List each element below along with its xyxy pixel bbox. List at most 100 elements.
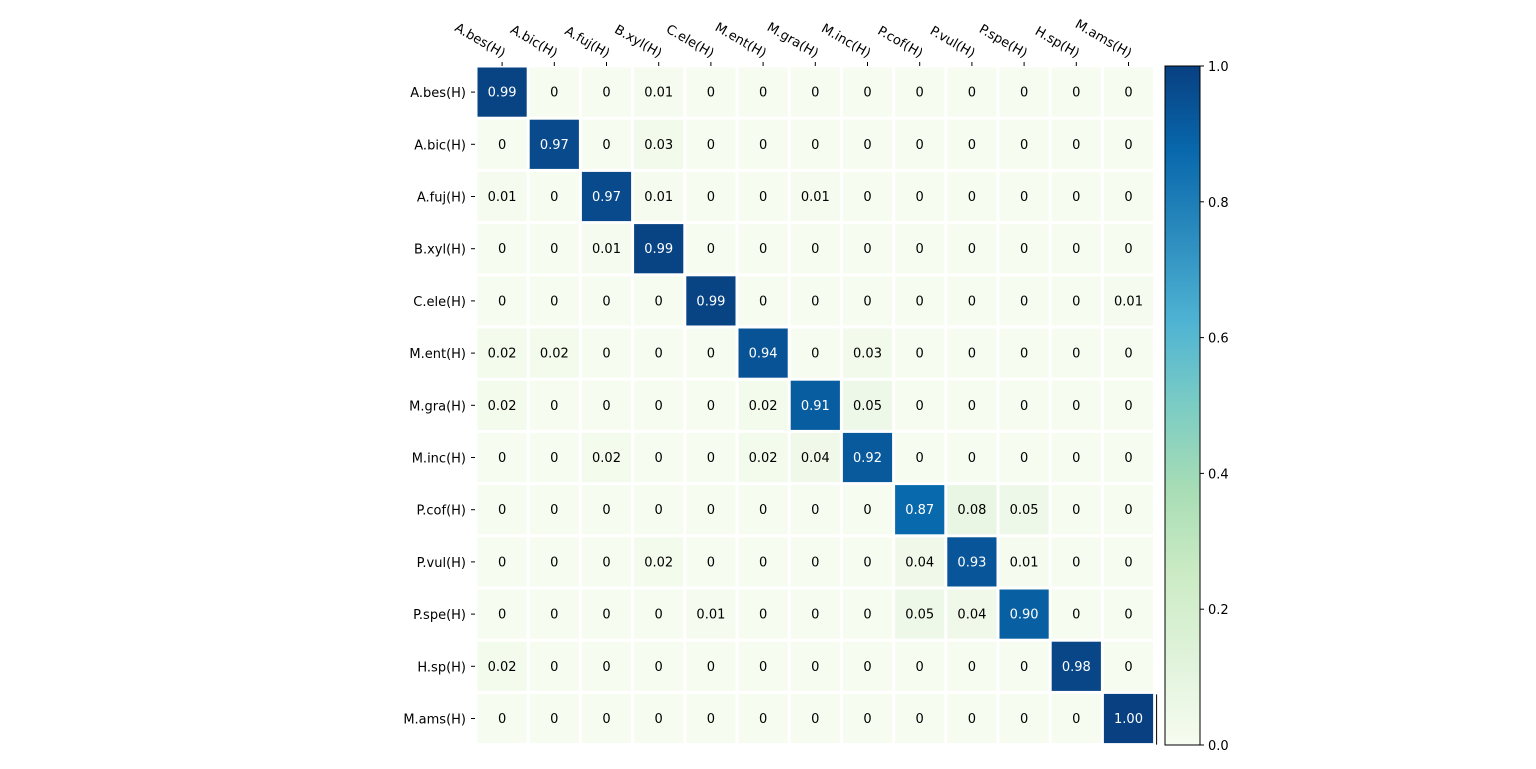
cell-value-label: 0 (1072, 347, 1080, 362)
cell-value-label: 0.01 (488, 190, 517, 205)
cell-value-label: 0 (655, 294, 663, 309)
heatmap-cell (477, 485, 527, 535)
x-axis: A.bes(H) A.bic(H) A.fuj(H) B.xyl(H) C.ele(H)… (452, 17, 1134, 66)
heatmap-cell (738, 589, 788, 639)
heatmap-cell (686, 119, 736, 169)
cell-value-label: 0 (707, 660, 715, 675)
cell-value-label: 0 (1072, 555, 1080, 570)
cell-value-label: 0.05 (905, 608, 934, 623)
cell-value-label: 0 (1124, 451, 1132, 466)
heatmap-cell (947, 224, 997, 274)
x-tick-label: A.fuj(H) (562, 24, 612, 62)
heatmap-cell (581, 589, 632, 639)
heatmap-cell (895, 276, 945, 326)
cell-value-label: 0 (707, 555, 715, 570)
cell-value-label: 0 (1020, 399, 1028, 414)
cell-value-label: 0.99 (488, 86, 517, 101)
heatmap-cell (999, 641, 1049, 691)
heatmap-cell (738, 485, 788, 535)
y-tick-label: M.ams(H) (403, 713, 466, 728)
cell-value-label: 0.02 (488, 347, 517, 362)
heatmap-cell (529, 432, 579, 483)
heatmap-cell (1051, 485, 1101, 535)
cell-value-label: 0.01 (1114, 294, 1143, 309)
cell-value-label: 0 (863, 660, 871, 675)
cell-value-label: 0 (863, 86, 871, 101)
cell-value-label: 0 (707, 86, 715, 101)
heatmap-cell (842, 589, 893, 639)
heatmap-cell (477, 119, 527, 169)
cell-value-label: 0 (863, 503, 871, 518)
heatmap-cell (1103, 432, 1154, 483)
heatmap-cell (790, 119, 840, 169)
heatmap-cell (634, 171, 684, 222)
heatmap-cell (581, 224, 632, 274)
cell-value-label: 0 (655, 399, 663, 414)
cell-value-label: 0.02 (749, 451, 778, 466)
cell-value-label: 0 (550, 555, 558, 570)
cell-value-label: 0 (602, 86, 610, 101)
cell-value-label: 0 (1020, 347, 1028, 362)
x-tick-label: M.gra(H) (764, 20, 821, 61)
cell-value-label: 0 (707, 347, 715, 362)
heatmap-cell (477, 276, 527, 326)
cell-value-label: 0 (602, 555, 610, 570)
heatmap-cell (842, 432, 893, 483)
cell-value-label: 0 (811, 503, 819, 518)
cell-value-label: 0 (602, 503, 610, 518)
cell-value-label: 0 (550, 242, 558, 257)
heatmap-cell (634, 641, 684, 691)
heatmap-cell (529, 641, 579, 691)
heatmap-cell (738, 328, 788, 378)
heatmap-cell (686, 485, 736, 535)
cell-value-label: 0 (550, 190, 558, 205)
cell-value-label: 0 (1020, 242, 1028, 257)
cell-value-label: 0 (1124, 399, 1132, 414)
cell-value-label: 0 (811, 712, 819, 727)
cell-value-label: 0 (498, 451, 506, 466)
cell-value-label: 0 (707, 138, 715, 153)
heatmap-cell (738, 119, 788, 169)
cell-value-label: 0 (655, 608, 663, 623)
heatmap-cell (790, 380, 840, 430)
cell-value-label: 0 (602, 294, 610, 309)
cell-value-label: 0 (916, 86, 924, 101)
cell-value-label: 0 (863, 190, 871, 205)
heatmap-cell (790, 276, 840, 326)
cell-value-label: 0 (707, 190, 715, 205)
heatmap-cell (790, 641, 840, 691)
cell-value-label: 0 (1124, 660, 1132, 675)
heatmap-cell (477, 380, 527, 430)
colorbar-tick-label: 0.8 (1208, 196, 1229, 211)
heatmap-cell (581, 328, 632, 378)
cell-value-label: 0 (707, 451, 715, 466)
heatmap-cell (947, 380, 997, 430)
heatmap-cell (581, 693, 632, 744)
cell-value-label: 0 (968, 451, 976, 466)
heatmap-cell (947, 693, 997, 744)
heatmap-cell (634, 224, 684, 274)
colorbar-tick-label: 0.0 (1208, 739, 1229, 754)
colorbar-ticks: 0.0 0.2 0.4 0.6 0.8 1.0 (1200, 60, 1229, 754)
heatmap-cell (686, 380, 736, 430)
heatmap-cell (738, 641, 788, 691)
heatmap-cell (634, 276, 684, 326)
heatmap-cell (738, 693, 788, 744)
cell-value-label: 0 (968, 399, 976, 414)
colorbar-tick-label: 0.4 (1208, 467, 1229, 482)
heatmap-cell (1051, 380, 1101, 430)
y-tick-label: B.xyl(H) (414, 243, 466, 258)
cell-value-label: 0 (811, 608, 819, 623)
colorbar: 0.0 0.2 0.4 0.6 0.8 1.0 (1164, 60, 1229, 754)
cell-value-label: 0 (550, 608, 558, 623)
cell-value-label: 0.97 (592, 190, 621, 205)
heatmap-cell (634, 432, 684, 483)
y-tick-label: A.fuj(H) (417, 191, 466, 206)
cell-value-label: 0 (1020, 660, 1028, 675)
cell-value-label: 0 (863, 242, 871, 257)
heatmap-cell (581, 67, 632, 117)
heatmap-cell (477, 171, 527, 222)
cell-value-label: 0 (1072, 138, 1080, 153)
y-tick-label: A.bic(H) (414, 138, 466, 153)
heatmap-cell (1103, 589, 1154, 639)
